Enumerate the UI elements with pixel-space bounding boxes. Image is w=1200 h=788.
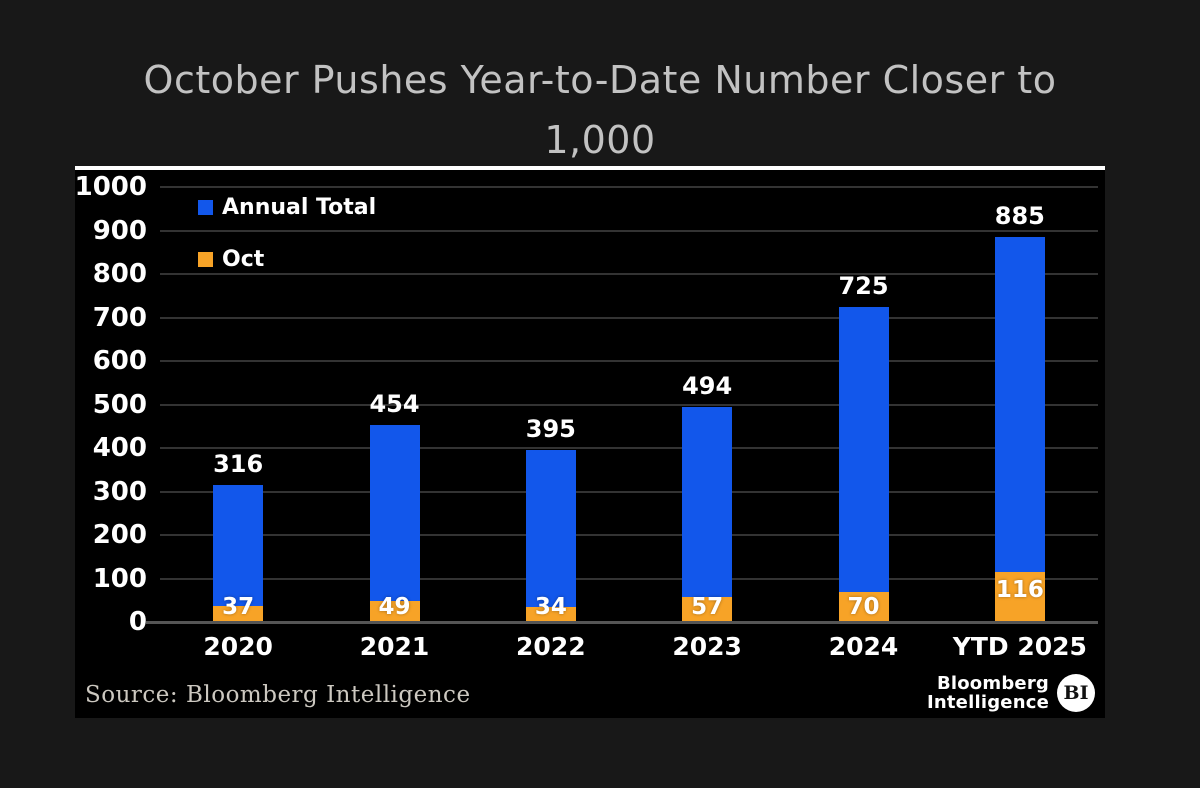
- bi-logo-badge: BI: [1057, 674, 1095, 712]
- chart-title-line2: 1,000: [544, 118, 656, 162]
- y-tick-label: 600: [92, 346, 147, 376]
- gridline: [160, 186, 1098, 188]
- y-tick-label: 400: [92, 433, 147, 463]
- bar-annual-total: [213, 484, 264, 622]
- source-note: Source: Bloomberg Intelligence: [85, 682, 471, 708]
- oct-value-label: 34: [534, 594, 567, 620]
- oct-value-label: 57: [691, 594, 724, 620]
- y-tick-label: 100: [92, 563, 147, 594]
- gridline: [160, 360, 1098, 362]
- annual-total-value-label: 395: [525, 415, 576, 444]
- gridline: [160, 403, 1098, 406]
- bar-annual-total: [525, 450, 576, 622]
- bar-annual-total: [682, 407, 733, 622]
- gridline: [160, 534, 1098, 536]
- bar-oct: [682, 597, 733, 622]
- y-tick-label: 500: [92, 389, 147, 420]
- legend-label-annual-total: Annual Total: [222, 194, 377, 220]
- annual-total-value-label: 454: [369, 389, 420, 418]
- chart-panel: 0 100 200 300 400 500 600 700 800 900 1000 316 37 45…: [75, 166, 1105, 718]
- gridline: [160, 316, 1098, 319]
- x-axis-baseline: [146, 621, 1098, 624]
- bar-oct: [525, 607, 576, 622]
- y-tick-label: 0: [128, 607, 147, 637]
- legend: Annual Total Oct: [198, 194, 376, 298]
- bar-oct: [213, 605, 264, 622]
- legend-item-annual-total: Annual Total: [198, 194, 376, 220]
- y-tick-label: 200: [92, 520, 147, 550]
- oct-value-label: 37: [222, 594, 255, 620]
- y-tick-label: 1000: [74, 172, 147, 202]
- annual-total-value-label: 494: [682, 372, 733, 401]
- annual-total-value-label: 885: [994, 202, 1045, 231]
- y-tick-label: 300: [92, 476, 147, 507]
- y-tick-label: 800: [92, 259, 147, 289]
- legend-swatch-oct-icon: [198, 251, 213, 267]
- gridline: [160, 490, 1098, 493]
- oct-value-label: 70: [847, 594, 880, 620]
- branding: Bloomberg Intelligence BI: [927, 674, 1095, 712]
- bar-annual-total: [994, 237, 1045, 622]
- branding-text: Bloomberg Intelligence: [927, 674, 1049, 712]
- x-tick-label: YTD 2025: [952, 632, 1087, 661]
- y-tick-label: 900: [92, 215, 147, 246]
- legend-label-oct: Oct: [222, 246, 265, 272]
- plot-area: 316 37 454 49 395 34 494 57 725 70 885 116: [146, 186, 1098, 624]
- gridline: [160, 577, 1098, 580]
- annual-total-value-label: 316: [213, 449, 264, 478]
- oct-value-label: 49: [378, 594, 411, 620]
- x-tick-label: 2024: [828, 632, 899, 661]
- x-tick-label: 2022: [516, 632, 586, 661]
- gridline: [160, 273, 1098, 275]
- bar-oct: [369, 600, 420, 622]
- branding-line2: Intelligence: [926, 692, 1049, 713]
- y-tick-label: 700: [92, 302, 147, 333]
- x-tick-label: 2021: [359, 632, 430, 661]
- bar-annual-total: [838, 306, 889, 622]
- y-axis: 0 100 200 300 400 500 600 700 800 900 1000: [75, 174, 147, 635]
- legend-item-oct: Oct: [198, 246, 376, 272]
- gridline: [160, 447, 1098, 449]
- chart-title-line1: October Pushes Year-to-Date Number Close…: [143, 58, 1057, 102]
- x-tick-label: 2020: [203, 632, 273, 661]
- bar-oct: [994, 571, 1045, 622]
- annual-total-value-label: 725: [838, 271, 889, 300]
- x-axis: 2020 2021 2022 2023 2024 YTD 2025: [160, 632, 1098, 666]
- bar-annual-total: [369, 424, 420, 622]
- legend-swatch-annual-total-icon: [198, 199, 213, 215]
- chart-title: October Pushes Year-to-Date Number Close…: [0, 50, 1200, 170]
- gridline: [160, 229, 1098, 232]
- x-tick-label: 2023: [672, 632, 742, 661]
- oct-value-label: 116: [995, 576, 1044, 603]
- bar-oct: [838, 591, 889, 622]
- branding-line1: Bloomberg: [936, 673, 1049, 694]
